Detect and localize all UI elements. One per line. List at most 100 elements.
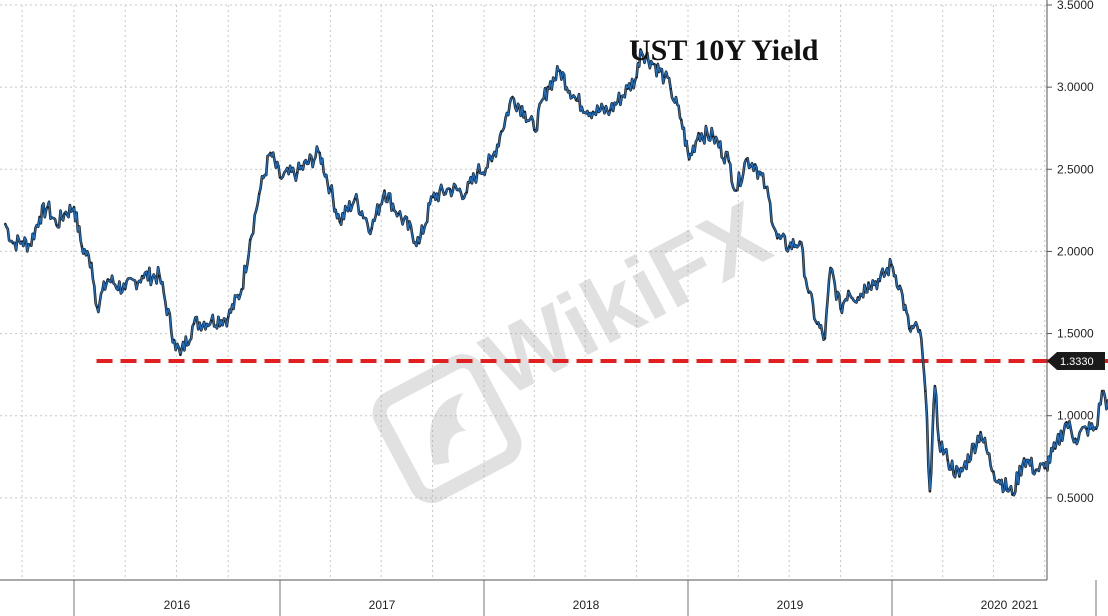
data-point <box>688 158 690 161</box>
data-point <box>296 171 299 174</box>
data-point <box>592 110 594 113</box>
data-point <box>249 239 252 241</box>
data-point <box>90 262 93 264</box>
data-point <box>511 96 514 98</box>
data-point <box>727 160 730 163</box>
data-point <box>210 319 213 322</box>
data-point <box>179 354 182 356</box>
data-point <box>857 296 859 299</box>
data-point <box>1023 457 1025 460</box>
data-point <box>919 329 921 332</box>
y-tick-label: 0.5000 <box>1057 491 1094 505</box>
data-point <box>1034 469 1037 471</box>
data-point <box>55 224 58 227</box>
data-point <box>934 385 936 387</box>
data-point <box>21 240 23 243</box>
data-point <box>173 339 176 341</box>
series-line <box>4 48 1108 496</box>
data-point <box>680 119 683 121</box>
data-point <box>96 306 98 309</box>
data-point <box>533 129 536 131</box>
y-tick-label: 2.0000 <box>1057 244 1094 258</box>
x-tick-label: 2020 <box>981 598 1008 612</box>
data-point <box>829 267 832 269</box>
data-point <box>847 290 850 292</box>
data-point <box>754 163 756 166</box>
data-point <box>898 285 901 287</box>
y-tick-label: 3.5000 <box>1057 0 1094 12</box>
data-point <box>958 475 961 478</box>
data-point <box>383 189 386 192</box>
data-point <box>158 275 161 277</box>
y-tick-label: 1.5000 <box>1057 327 1094 341</box>
data-point <box>124 288 127 291</box>
data-point <box>397 212 400 215</box>
grid-layer <box>0 4 1047 580</box>
data-point <box>81 245 83 248</box>
watermark-logo: WikiFX <box>372 183 785 504</box>
data-point <box>431 196 434 199</box>
x-tick-label: 2019 <box>777 598 804 612</box>
data-point <box>946 459 949 461</box>
data-point <box>490 160 493 163</box>
data-point <box>798 240 801 243</box>
data-point <box>370 227 373 230</box>
data-point <box>653 63 655 65</box>
chart-title: UST 10Y Yield <box>629 34 819 67</box>
y-tick-label: 3.0000 <box>1057 80 1094 94</box>
data-point <box>878 280 881 282</box>
data-point <box>776 237 779 240</box>
data-point <box>609 109 612 111</box>
data-point <box>1101 390 1103 392</box>
data-point <box>258 193 261 195</box>
series-layer <box>3 48 1108 497</box>
data-point <box>1074 437 1077 440</box>
data-point <box>1011 493 1014 496</box>
data-point <box>449 188 451 190</box>
data-point <box>338 221 341 223</box>
data-point <box>329 188 332 190</box>
data-point <box>663 76 666 79</box>
data-point <box>559 69 561 72</box>
data-point <box>1054 447 1057 450</box>
data-point <box>816 322 818 325</box>
x-tick-label: 2016 <box>164 598 191 612</box>
data-point <box>788 245 791 248</box>
data-point <box>46 206 49 209</box>
data-point <box>240 288 243 291</box>
data-point <box>1043 467 1046 470</box>
data-point <box>523 110 526 113</box>
data-point <box>575 99 578 102</box>
data-point <box>269 152 272 154</box>
data-point <box>697 132 700 135</box>
data-point <box>4 222 6 225</box>
data-point <box>12 242 14 245</box>
data-point <box>639 48 642 51</box>
data-point <box>1065 421 1068 424</box>
data-point <box>63 212 66 215</box>
data-point <box>73 206 75 209</box>
data-point <box>979 431 982 433</box>
data-point <box>1085 428 1088 430</box>
data-point <box>626 87 629 90</box>
y-tick-label: 2.5000 <box>1057 162 1094 176</box>
x-tick-label: 2021 <box>1012 598 1039 612</box>
data-point <box>106 278 109 281</box>
data-point <box>937 439 940 442</box>
data-point <box>546 86 549 88</box>
data-point <box>839 308 842 310</box>
data-point <box>318 152 321 154</box>
data-point <box>992 470 995 473</box>
y-tick-label: 1.0000 <box>1057 409 1094 423</box>
data-point <box>764 186 767 189</box>
data-point <box>890 263 893 266</box>
data-point <box>418 242 421 245</box>
data-point <box>1095 428 1097 430</box>
last-value-label: 1.3330 <box>1060 356 1094 368</box>
data-point <box>712 135 715 138</box>
data-point <box>824 337 826 340</box>
data-point <box>476 171 479 174</box>
